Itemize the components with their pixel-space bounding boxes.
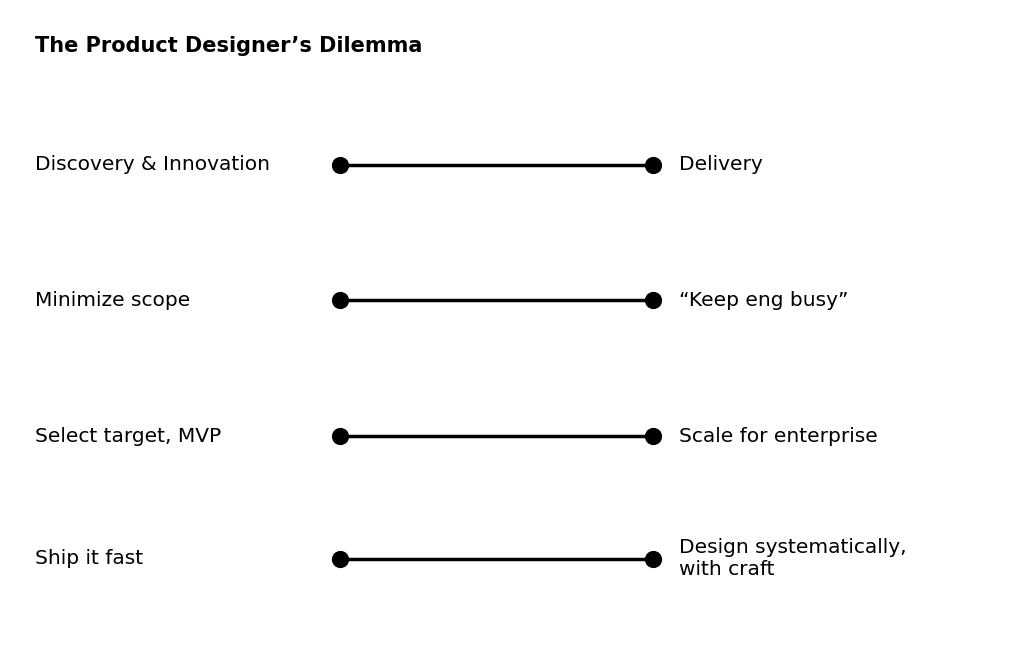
Point — [645, 295, 662, 306]
Point — [332, 431, 348, 441]
Point — [332, 554, 348, 564]
Point — [645, 431, 662, 441]
Text: Delivery: Delivery — [679, 155, 763, 174]
Text: Discovery & Innovation: Discovery & Innovation — [35, 155, 269, 174]
Text: Ship it fast: Ship it fast — [35, 549, 143, 568]
Point — [332, 295, 348, 306]
Text: Scale for enterprise: Scale for enterprise — [679, 426, 878, 446]
Point — [332, 160, 348, 170]
Text: Select target, MVP: Select target, MVP — [35, 426, 221, 446]
Text: The Product Designer’s Dilemma: The Product Designer’s Dilemma — [35, 36, 422, 56]
Text: Minimize scope: Minimize scope — [35, 291, 190, 310]
Text: Design systematically,
with craft: Design systematically, with craft — [679, 538, 906, 579]
Point — [645, 554, 662, 564]
Point — [645, 160, 662, 170]
Text: “Keep eng busy”: “Keep eng busy” — [679, 291, 848, 310]
